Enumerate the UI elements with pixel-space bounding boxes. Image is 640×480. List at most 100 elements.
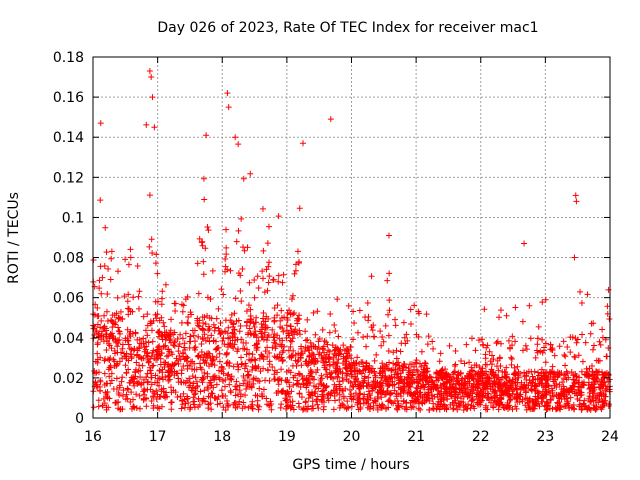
data-point	[296, 371, 303, 378]
data-point	[176, 353, 183, 360]
data-point	[109, 335, 116, 342]
data-point	[463, 341, 470, 348]
x-tick-label: 16	[84, 429, 102, 445]
data-point	[144, 311, 151, 318]
data-point	[222, 263, 229, 270]
data-point	[240, 399, 247, 406]
data-point	[586, 393, 593, 400]
data-point	[164, 393, 171, 400]
data-point	[332, 327, 339, 334]
data-point	[133, 391, 140, 398]
data-point	[214, 401, 221, 408]
data-point	[123, 355, 130, 362]
data-point	[146, 243, 153, 250]
data-point	[408, 380, 415, 387]
data-point	[193, 366, 200, 373]
data-point	[115, 328, 122, 335]
data-point	[148, 370, 155, 377]
data-point	[575, 352, 582, 359]
data-point	[383, 378, 390, 385]
data-point	[235, 270, 242, 277]
data-point	[503, 374, 510, 381]
data-point	[568, 385, 575, 392]
data-point	[417, 372, 424, 379]
data-point	[483, 378, 490, 385]
data-point	[209, 267, 216, 274]
data-point	[383, 405, 390, 412]
data-point	[178, 319, 185, 326]
data-point	[149, 362, 156, 369]
data-point	[369, 385, 376, 392]
data-point	[475, 337, 482, 344]
data-point	[233, 238, 240, 245]
data-point	[107, 380, 114, 387]
data-point	[127, 399, 134, 406]
data-point	[479, 336, 486, 343]
data-point	[154, 270, 161, 277]
data-point	[191, 344, 198, 351]
data-point	[192, 344, 199, 351]
data-point	[102, 355, 109, 362]
data-point	[386, 270, 393, 277]
data-point	[143, 121, 150, 128]
data-point	[125, 261, 132, 268]
data-point	[329, 342, 336, 349]
data-point	[310, 343, 317, 350]
data-point	[265, 279, 272, 286]
data-point	[138, 355, 145, 362]
data-point	[369, 327, 376, 334]
data-point	[540, 384, 547, 391]
data-point	[599, 326, 606, 333]
data-point	[593, 368, 600, 375]
y-tick-label: 0.12	[53, 170, 84, 186]
data-point	[286, 393, 293, 400]
data-point	[363, 382, 370, 389]
data-point	[246, 356, 253, 363]
data-point	[603, 353, 610, 360]
data-point	[284, 314, 291, 321]
data-point	[265, 263, 272, 270]
data-point	[523, 346, 530, 353]
data-point	[223, 350, 230, 357]
data-point	[148, 74, 155, 81]
data-point	[542, 340, 549, 347]
data-point	[407, 306, 414, 313]
data-point	[165, 346, 172, 353]
data-point	[263, 395, 270, 402]
data-point	[292, 267, 299, 274]
data-point	[451, 388, 458, 395]
data-point	[442, 385, 449, 392]
data-point	[155, 329, 162, 336]
data-point	[334, 296, 341, 303]
data-point	[400, 319, 407, 326]
data-point	[168, 316, 175, 323]
data-point	[594, 392, 601, 399]
data-point	[174, 357, 181, 364]
data-point	[194, 317, 201, 324]
data-point	[459, 375, 466, 382]
data-point	[595, 399, 602, 406]
data-point	[106, 373, 113, 380]
y-tick-label: 0.04	[53, 331, 84, 347]
data-point	[154, 379, 161, 386]
data-point	[287, 399, 294, 406]
data-point	[108, 370, 115, 377]
data-point	[159, 374, 166, 381]
data-point	[182, 296, 189, 303]
data-point	[116, 336, 123, 343]
data-point	[543, 406, 550, 413]
data-point	[202, 321, 209, 328]
data-point	[315, 351, 322, 358]
data-point	[417, 376, 424, 383]
data-point	[562, 403, 569, 410]
data-point	[294, 248, 301, 255]
data-point	[123, 369, 130, 376]
data-point	[132, 369, 139, 376]
data-point	[361, 375, 368, 382]
data-point	[221, 383, 228, 390]
data-point	[162, 336, 169, 343]
data-point	[234, 383, 241, 390]
data-point	[316, 336, 323, 343]
data-point	[240, 339, 247, 346]
data-point	[573, 198, 580, 205]
